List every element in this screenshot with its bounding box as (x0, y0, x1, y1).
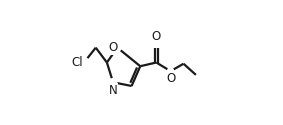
Text: N: N (109, 84, 117, 96)
Text: Cl: Cl (72, 56, 83, 69)
Text: O: O (166, 72, 175, 85)
Text: O: O (152, 30, 161, 43)
Text: O: O (108, 41, 117, 54)
